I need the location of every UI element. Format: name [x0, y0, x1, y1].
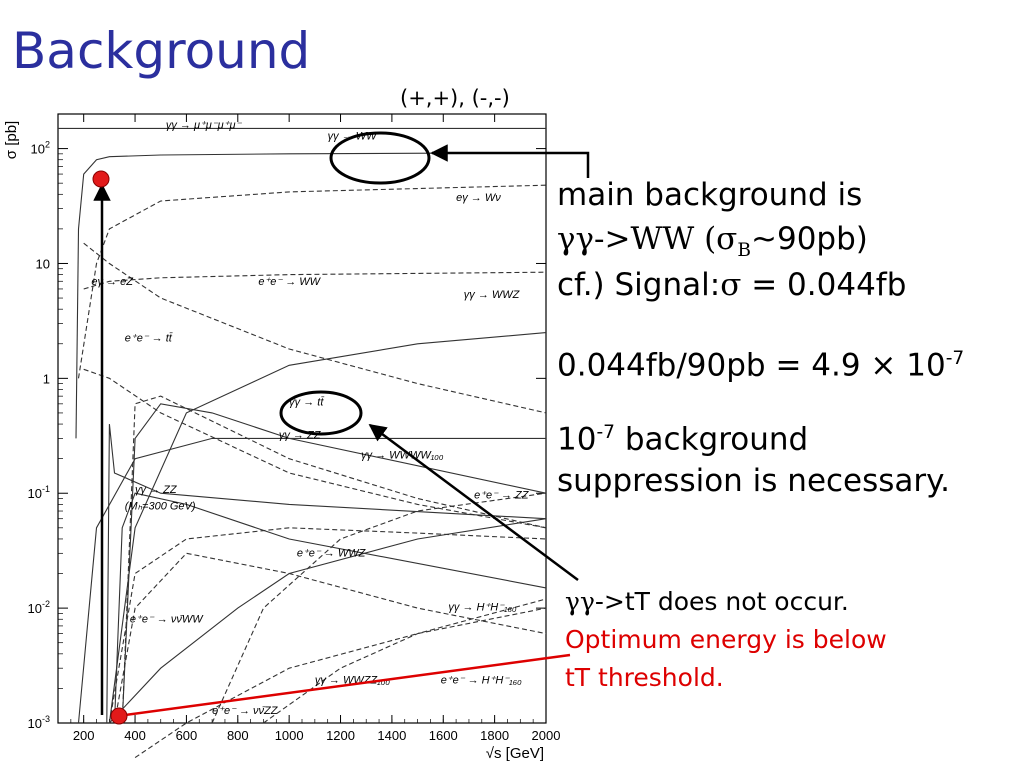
series-line-14: [113, 492, 547, 724]
y-tick-label: 102: [31, 140, 50, 157]
series-line-1: [75, 152, 547, 439]
note-line-2-suffix: ∼90pb): [751, 221, 868, 257]
note-tt-text: ->tT does not occur.: [594, 587, 849, 616]
curve-label-12: (Mₕ=300 GeV): [125, 501, 196, 513]
curve-label-17: e⁺e⁻ → H⁺H⁻₁₆₀: [441, 675, 522, 687]
y-tick-label: 10: [36, 256, 50, 271]
tt-connector-arrow: [368, 423, 579, 582]
x-tick-label: 1200: [326, 728, 355, 743]
series-line-11: [106, 424, 547, 724]
y-tick-label: 1: [43, 371, 50, 386]
series-line-7: [121, 403, 547, 724]
series-line-13: [108, 518, 547, 724]
series-line-15: [263, 598, 547, 724]
x-tick-label: 600: [176, 728, 198, 743]
note-supp-base: 10: [557, 421, 597, 458]
x-tick-label: 800: [227, 728, 249, 743]
x-tick-label: 2000: [532, 728, 561, 743]
note-line-3-prefix: cf.) Signal:: [557, 267, 721, 303]
note-line-2-sub: B: [737, 240, 752, 262]
curve-label-6: e⁺e⁻ → tt̄: [125, 332, 173, 344]
y-axis-label: σ [pb]: [3, 121, 20, 159]
note-supp-exp: -7: [596, 422, 615, 443]
x-tick-label: 1600: [429, 728, 458, 743]
bottom-red-marker: [110, 707, 128, 725]
polarization-label: (+,+), (-,-): [400, 86, 510, 110]
curve-label-14: e⁺e⁻ → νν̄WW: [130, 613, 204, 625]
x-axis-label: √s [GeV]: [486, 745, 544, 762]
series-line-8: [77, 437, 546, 724]
series-line-6: [121, 395, 547, 724]
tt-highlight-ellipse: [279, 390, 363, 436]
y-tick-label: 10-3: [28, 714, 50, 731]
y-tick-label: 10-2: [28, 599, 50, 616]
note-ratio: 0.044fb/90pb = 4.9 × 10-7: [557, 340, 964, 384]
x-tick-label: 1400: [377, 728, 406, 743]
curve-label-7: γγ → tt̄: [289, 396, 325, 408]
curve-label-13: e⁺e⁻ → WWZ: [297, 548, 367, 560]
curve-label-10: e⁺e⁻ → ZZ: [474, 489, 530, 501]
series-line-9: [211, 492, 547, 724]
curve-label-16: γγ → WWZZ₁₀₀: [315, 675, 390, 687]
note-ratio-prefix: 0.044fb/90pb = 4.9 × 10: [557, 347, 946, 384]
note-tt-line-3: tT threshold.: [565, 663, 724, 692]
x-tick-label: 1800: [480, 728, 509, 743]
note-tt-line-1: γγ->tT does not occur.: [565, 584, 849, 620]
note-line-3-suffix: = 0.044fb: [741, 267, 907, 303]
note-tt-line-2: Optimum energy is below: [565, 625, 887, 654]
note-ww-cross-section: γγ->WW (σB∼90pb): [557, 220, 868, 270]
series-line-4: [83, 242, 547, 414]
series-line-16: [113, 552, 547, 724]
series-line-2: [77, 184, 547, 379]
y-tick-label: 10-1: [28, 484, 50, 501]
x-tick-label: 200: [73, 728, 95, 743]
slide-title: Background: [12, 22, 311, 80]
curve-label-11: γγ → ZZ: [135, 484, 178, 496]
series-line-5: [108, 332, 547, 724]
series-line-3: [83, 271, 547, 290]
curve-label-9: γγ → WWWW₁₀₀: [361, 450, 444, 462]
ww-connector-arrow: [430, 144, 590, 178]
series-line-10: [83, 368, 547, 529]
note-ratio-exp: -7: [945, 348, 965, 369]
ww-highlight-ellipse: [329, 131, 431, 185]
curve-label-15: γγ → H⁺H⁻₁₆₀: [448, 602, 517, 614]
note-tt-gg: γγ: [565, 587, 595, 616]
curve-label-2: eγ → Wν: [456, 192, 501, 204]
curve-label-18: e⁺e⁻ → νν̄ZZ: [212, 705, 279, 717]
curve-label-3: eγ → eZ: [91, 276, 134, 288]
x-tick-label: 1000: [275, 728, 304, 743]
note-line-2-prefix: γγ->WW (σ: [557, 221, 738, 257]
note-signal: cf.) Signal:σ = 0.044fb: [557, 266, 906, 304]
note-suppression-line-1: 10-7 background: [557, 414, 808, 458]
note-line-1: main background is: [557, 177, 863, 213]
x-tick-label: 400: [124, 728, 146, 743]
note-supp-suffix: background: [615, 421, 809, 458]
series-line-17: [134, 607, 547, 759]
note-suppression-line-2: suppression is necessary.: [557, 463, 950, 499]
curve-label-0: γγ → μ⁺μ⁻μ⁺μ⁻: [166, 119, 243, 131]
series-line-12: [108, 527, 547, 724]
threshold-red-line: [117, 653, 571, 718]
note-line-3-sigma: σ: [720, 267, 742, 303]
note-main-background: main background is: [557, 176, 862, 214]
top-red-marker: [92, 170, 110, 188]
curve-label-4: e⁺e⁻ → WW: [258, 276, 321, 288]
curve-label-5: γγ → WWZ: [464, 289, 521, 301]
